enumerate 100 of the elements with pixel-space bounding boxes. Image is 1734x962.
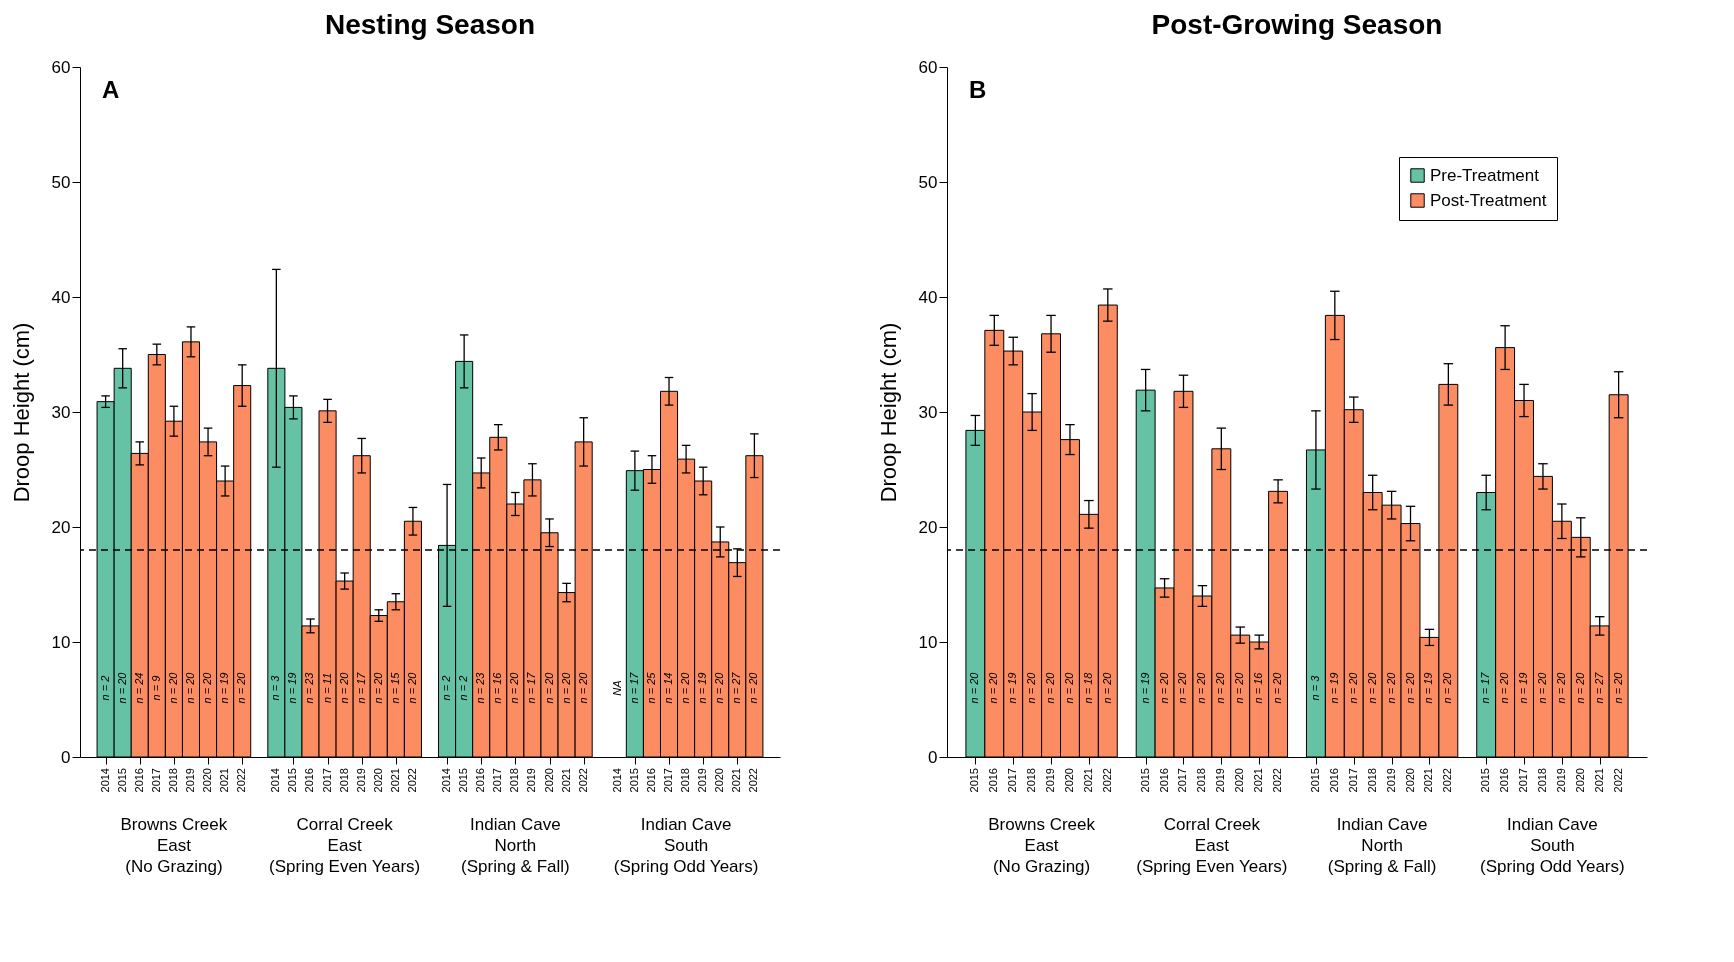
annotation: n = 17 xyxy=(1479,671,1492,704)
x-tick-label: 2015 xyxy=(1138,768,1151,793)
annotation: n = 20 xyxy=(508,671,521,704)
text: Browns Creek East (No Grazing) xyxy=(120,815,228,876)
y-tick-label: 0 xyxy=(928,747,938,767)
x-tick-label: 2021 xyxy=(1422,768,1435,793)
x-tick-label: 2021 xyxy=(1081,768,1094,793)
annotation: n = 20 xyxy=(115,671,128,704)
annotation: n = 20 xyxy=(1384,671,1397,704)
x-tick-label: 2020 xyxy=(1233,768,1246,793)
x-tick-label: 2018 xyxy=(1365,768,1378,793)
annotation: n = 20 xyxy=(1233,671,1246,704)
x-tick-label: 2022 xyxy=(1100,768,1113,793)
x-tick-label: 2016 xyxy=(1498,768,1511,793)
legend-label: Post-Treatment xyxy=(1430,190,1547,210)
x-tick-label: 2016 xyxy=(474,768,487,793)
x-tick-label: 2022 xyxy=(405,768,418,793)
annotation: n = 27 xyxy=(730,671,743,704)
x-tick-label: 2018 xyxy=(1025,768,1038,793)
x-tick-label: 2016 xyxy=(987,768,1000,793)
x-tick-label: 2014 xyxy=(98,768,111,793)
annotation: n = 20 xyxy=(1044,671,1057,704)
annotation: n = 11 xyxy=(320,672,333,704)
x-tick-label: 2015 xyxy=(1479,768,1492,793)
annotation: n = 9 xyxy=(149,675,162,701)
annotation: n = 3 xyxy=(1308,674,1321,701)
annotation: n = 19 xyxy=(696,672,709,704)
x-tick-label: 2018 xyxy=(337,768,350,793)
x-tick-label: 2020 xyxy=(1403,768,1416,793)
x-tick-label: 2020 xyxy=(713,768,726,793)
annotation: n = 19 xyxy=(1138,672,1151,704)
y-tick-label: 50 xyxy=(51,172,71,192)
annotation: n = 24 xyxy=(132,672,145,704)
x-tick-label: 2020 xyxy=(542,768,555,793)
x-tick-label: 2022 xyxy=(1271,768,1284,793)
x-tick-label: 2017 xyxy=(1517,768,1530,793)
x-tick-label: 2020 xyxy=(1573,768,1586,793)
annotation: A xyxy=(102,76,120,103)
x-tick-label: 2022 xyxy=(576,768,589,793)
x-tick-label: 2017 xyxy=(491,768,504,793)
annotation: n = 20 xyxy=(1195,671,1208,704)
x-tick-label: 2020 xyxy=(371,768,384,793)
x-tick-label: 2017 xyxy=(320,768,333,793)
x-tick-label: 2015 xyxy=(968,768,981,793)
x-tick-label: 2019 xyxy=(1214,768,1227,793)
annotation: n = 20 xyxy=(1271,671,1284,704)
x-tick-label: 2016 xyxy=(1327,768,1340,793)
x-tick-label: 2017 xyxy=(1006,768,1019,793)
annotation: n = 27 xyxy=(1592,671,1605,704)
annotation: n = 20 xyxy=(713,671,726,704)
annotation: n = 19 xyxy=(1517,672,1530,704)
annotation: n = 20 xyxy=(1100,671,1113,704)
annotation: n = 20 xyxy=(1535,671,1548,704)
x-tick-label: 2020 xyxy=(201,768,214,793)
annotation: n = 23 xyxy=(474,671,487,704)
x-tick-label: 2014 xyxy=(269,768,282,793)
x-tick-label: 2016 xyxy=(644,768,657,793)
x-tick-label: 2015 xyxy=(1308,768,1321,793)
annotation: n = 19 xyxy=(218,672,231,704)
x-tick-label: 2016 xyxy=(1157,768,1170,793)
annotation: n = 18 xyxy=(1081,671,1094,704)
y-tick-label: 40 xyxy=(51,287,71,307)
annotation: n = 20 xyxy=(1214,671,1227,704)
x-tick-label: 2017 xyxy=(1346,768,1359,793)
y-tick-label: 30 xyxy=(918,402,938,422)
annotation: n = 20 xyxy=(1157,671,1170,704)
annotation: n = 20 xyxy=(1441,671,1454,704)
x-tick-label: 2022 xyxy=(1611,768,1624,793)
annotation: n = 19 xyxy=(1006,672,1019,704)
x-tick-label: 2021 xyxy=(1252,768,1265,793)
x-tick-label: 2015 xyxy=(286,768,299,793)
x-tick-label: 2020 xyxy=(1062,768,1075,793)
annotation: n = 19 xyxy=(1327,672,1340,704)
y-tick-label: 60 xyxy=(51,57,71,77)
annotation: n = 17 xyxy=(354,671,367,704)
annotation: n = 20 xyxy=(1025,671,1038,704)
annotation: n = 17 xyxy=(627,671,640,704)
x-tick-label: 2019 xyxy=(1044,768,1057,793)
annotation: n = 20 xyxy=(235,671,248,704)
x-tick-label: 2022 xyxy=(235,768,248,793)
y-tick-label: 10 xyxy=(51,632,71,652)
y-tick-label: 60 xyxy=(918,57,938,77)
annotation: n = 20 xyxy=(747,671,760,704)
text: Indian Cave North (Spring & Fall) xyxy=(461,815,570,876)
x-tick-label: 2019 xyxy=(696,768,709,793)
x-tick-label: 2017 xyxy=(662,768,675,793)
annotation: B xyxy=(969,76,987,103)
x-tick-label: 2021 xyxy=(1592,768,1605,793)
y-tick-label: 40 xyxy=(918,287,938,307)
y-tick-label: 10 xyxy=(918,632,938,652)
annotation: n = 20 xyxy=(1573,671,1586,704)
annotation: n = 20 xyxy=(1346,671,1359,704)
x-tick-label: 2014 xyxy=(440,768,453,793)
text: Indian Cave North (Spring & Fall) xyxy=(1327,815,1437,876)
annotation: n = 20 xyxy=(1176,671,1189,704)
y-tick-label: 30 xyxy=(51,402,71,422)
annotation: n = 20 xyxy=(166,671,179,704)
x-tick-label: 2018 xyxy=(508,768,521,793)
x-tick-label: 2019 xyxy=(525,768,538,793)
annotation: n = 23 xyxy=(303,671,316,704)
